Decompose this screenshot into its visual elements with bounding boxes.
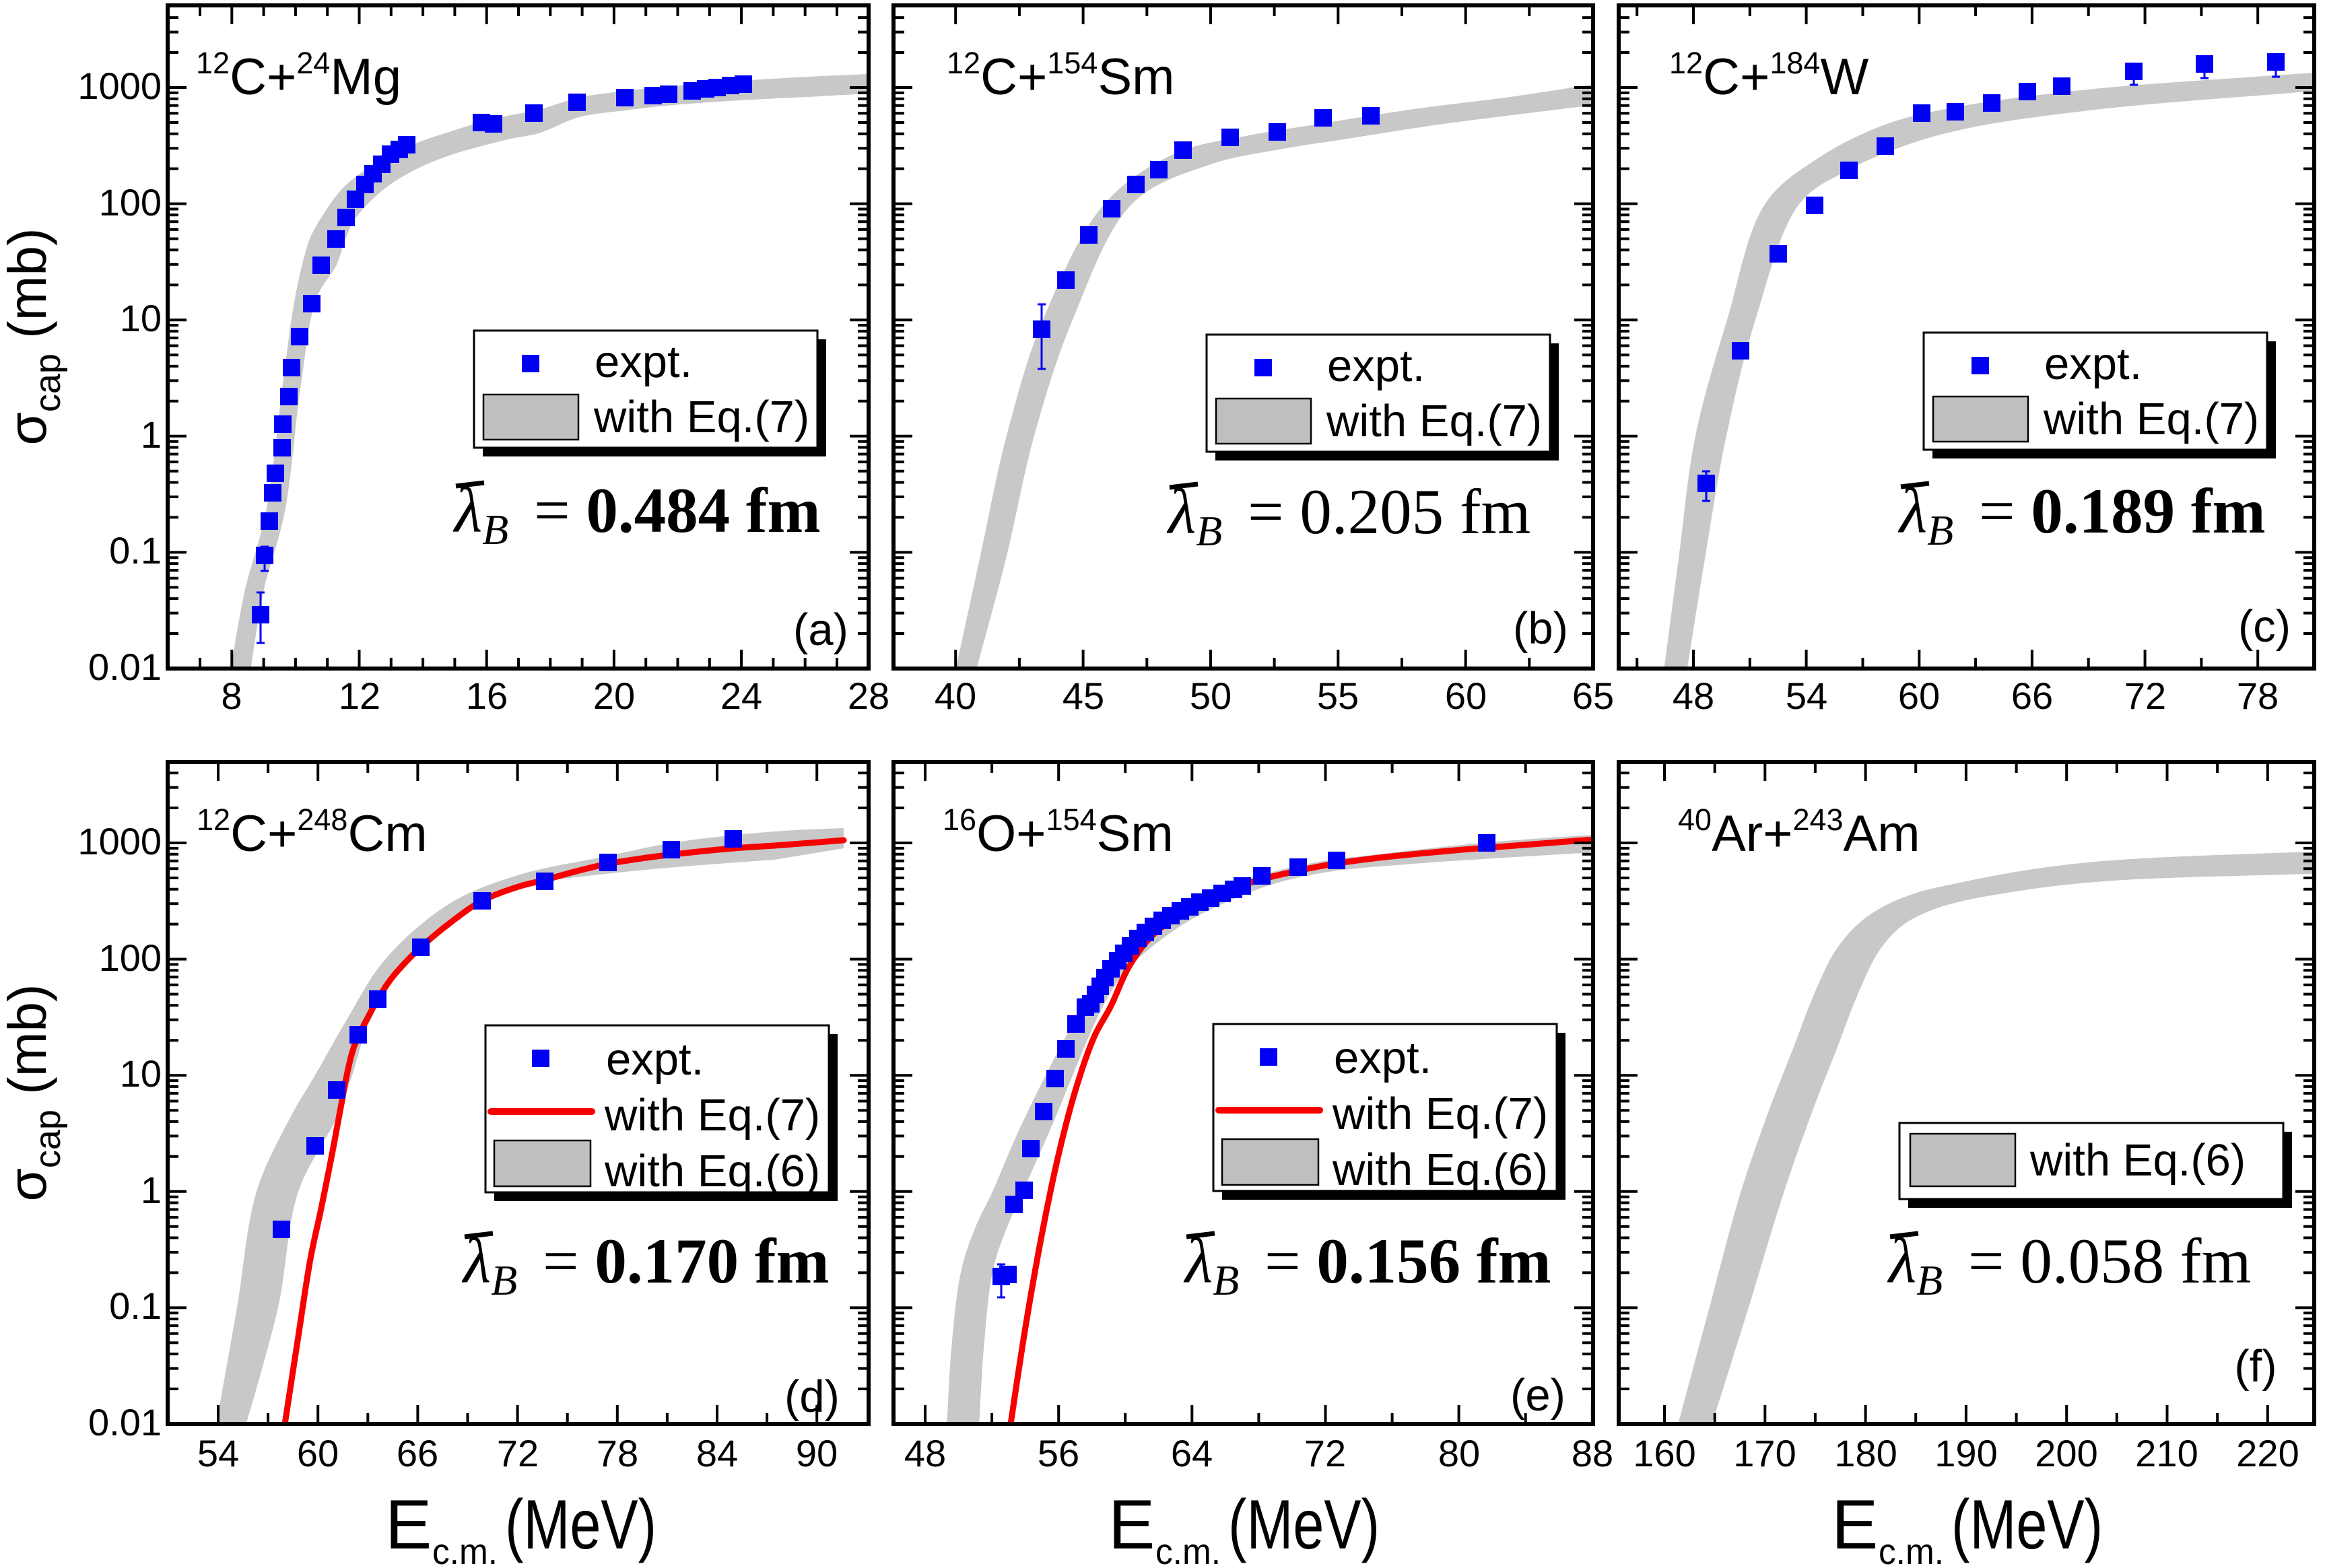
svg-text:(MeV): (MeV) — [1228, 1486, 1380, 1564]
svg-text:55: 55 — [1317, 675, 1359, 717]
svg-text:60: 60 — [1898, 675, 1940, 717]
svg-text:100: 100 — [99, 181, 162, 224]
svg-text:10: 10 — [120, 1052, 162, 1095]
svg-text:E: E — [1831, 1486, 1878, 1564]
svg-text:200: 200 — [2035, 1432, 2097, 1474]
svg-text:c.m.: c.m. — [432, 1532, 498, 1565]
svg-text:(d): (d) — [784, 1371, 840, 1422]
svg-text:220: 220 — [2236, 1432, 2299, 1474]
svg-text:88: 88 — [1572, 1432, 1613, 1474]
svg-text:σcap (mb): σcap (mb) — [0, 228, 68, 445]
svg-text:20: 20 — [593, 675, 635, 717]
svg-text:expt.: expt. — [606, 1034, 704, 1085]
svg-text:12C+248Cm: 12C+248Cm — [197, 803, 428, 862]
svg-text:28: 28 — [848, 675, 889, 717]
svg-text:expt.: expt. — [595, 337, 692, 387]
svg-text:16O+154Sm: 16O+154Sm — [943, 803, 1174, 862]
svg-text:1000: 1000 — [77, 820, 162, 862]
svg-text:c.m.: c.m. — [1155, 1532, 1221, 1565]
svg-text:66: 66 — [397, 1432, 438, 1474]
svg-text:84: 84 — [696, 1432, 738, 1474]
svg-text:45: 45 — [1063, 675, 1104, 717]
svg-text:60: 60 — [297, 1432, 339, 1474]
svg-text:(MeV): (MeV) — [505, 1486, 656, 1564]
svg-text:160: 160 — [1633, 1432, 1695, 1474]
svg-text:48: 48 — [1673, 675, 1714, 717]
svg-text:56: 56 — [1038, 1432, 1079, 1474]
svg-text:1000: 1000 — [77, 65, 162, 107]
svg-text:expt.: expt. — [1327, 341, 1425, 391]
svg-text:90: 90 — [796, 1432, 838, 1474]
svg-text:0.1: 0.1 — [109, 1285, 162, 1327]
svg-text:12C+24Mg: 12C+24Mg — [196, 46, 401, 106]
svg-text:(f): (f) — [2234, 1341, 2277, 1392]
svg-text:180: 180 — [1834, 1432, 1897, 1474]
svg-text:16: 16 — [466, 675, 508, 717]
svg-text:expt.: expt. — [2044, 339, 2142, 389]
svg-text:54: 54 — [197, 1432, 239, 1474]
svg-text:with Eq.(6): with Eq.(6) — [1332, 1145, 1548, 1195]
svg-text:54: 54 — [1786, 675, 1827, 717]
svg-text:12C+154Sm: 12C+154Sm — [947, 46, 1174, 106]
svg-text:1: 1 — [141, 413, 162, 456]
svg-text:with Eq.(7): with Eq.(7) — [1332, 1089, 1548, 1139]
svg-text:78: 78 — [597, 1432, 638, 1474]
svg-text:0.1: 0.1 — [109, 529, 162, 572]
svg-text:65: 65 — [1572, 675, 1614, 717]
svg-text:64: 64 — [1171, 1432, 1213, 1474]
svg-text:(c): (c) — [2238, 601, 2291, 652]
svg-text:c.m.: c.m. — [1879, 1532, 1944, 1565]
svg-text:with Eq.(7): with Eq.(7) — [2043, 394, 2259, 444]
svg-text:(a): (a) — [793, 605, 848, 655]
svg-text:with Eq.(7): with Eq.(7) — [604, 1090, 820, 1140]
svg-text:with Eq.(7): with Eq.(7) — [593, 392, 809, 442]
svg-text:1: 1 — [141, 1169, 162, 1211]
svg-text:expt.: expt. — [1334, 1033, 1431, 1083]
svg-text:100: 100 — [99, 936, 162, 979]
svg-text:210: 210 — [2135, 1432, 2198, 1474]
svg-text:78: 78 — [2237, 675, 2279, 717]
svg-text:E: E — [1108, 1486, 1155, 1564]
svg-text:12C+184W: 12C+184W — [1669, 46, 1868, 106]
svg-text:80: 80 — [1438, 1432, 1480, 1474]
svg-text:(b): (b) — [1513, 603, 1568, 654]
svg-text:(e): (e) — [1510, 1370, 1565, 1421]
svg-text:0.01: 0.01 — [88, 646, 162, 688]
svg-text:with Eq.(6): with Eq.(6) — [2029, 1135, 2246, 1186]
svg-text:σcap (mb): σcap (mb) — [0, 984, 68, 1201]
svg-text:0.01: 0.01 — [88, 1401, 162, 1443]
svg-text:66: 66 — [2011, 675, 2053, 717]
svg-text:24: 24 — [720, 675, 762, 717]
svg-text:190: 190 — [1934, 1432, 1997, 1474]
svg-text:72: 72 — [1304, 1432, 1346, 1474]
svg-text:(MeV): (MeV) — [1951, 1486, 2103, 1564]
svg-text:72: 72 — [497, 1432, 539, 1474]
svg-text:10: 10 — [120, 297, 162, 339]
svg-text:12: 12 — [339, 675, 380, 717]
svg-text:40: 40 — [935, 675, 976, 717]
svg-text:40Ar+243Am: 40Ar+243Am — [1678, 803, 1920, 862]
svg-text:8: 8 — [221, 675, 242, 717]
svg-text:E: E — [385, 1486, 432, 1564]
svg-text:170: 170 — [1733, 1432, 1796, 1474]
svg-text:48: 48 — [904, 1432, 946, 1474]
svg-text:72: 72 — [2124, 675, 2166, 717]
svg-text:50: 50 — [1190, 675, 1232, 717]
svg-text:with Eq.(7): with Eq.(7) — [1326, 396, 1542, 446]
svg-text:with Eq.(6): with Eq.(6) — [604, 1146, 820, 1196]
svg-text:60: 60 — [1445, 675, 1487, 717]
